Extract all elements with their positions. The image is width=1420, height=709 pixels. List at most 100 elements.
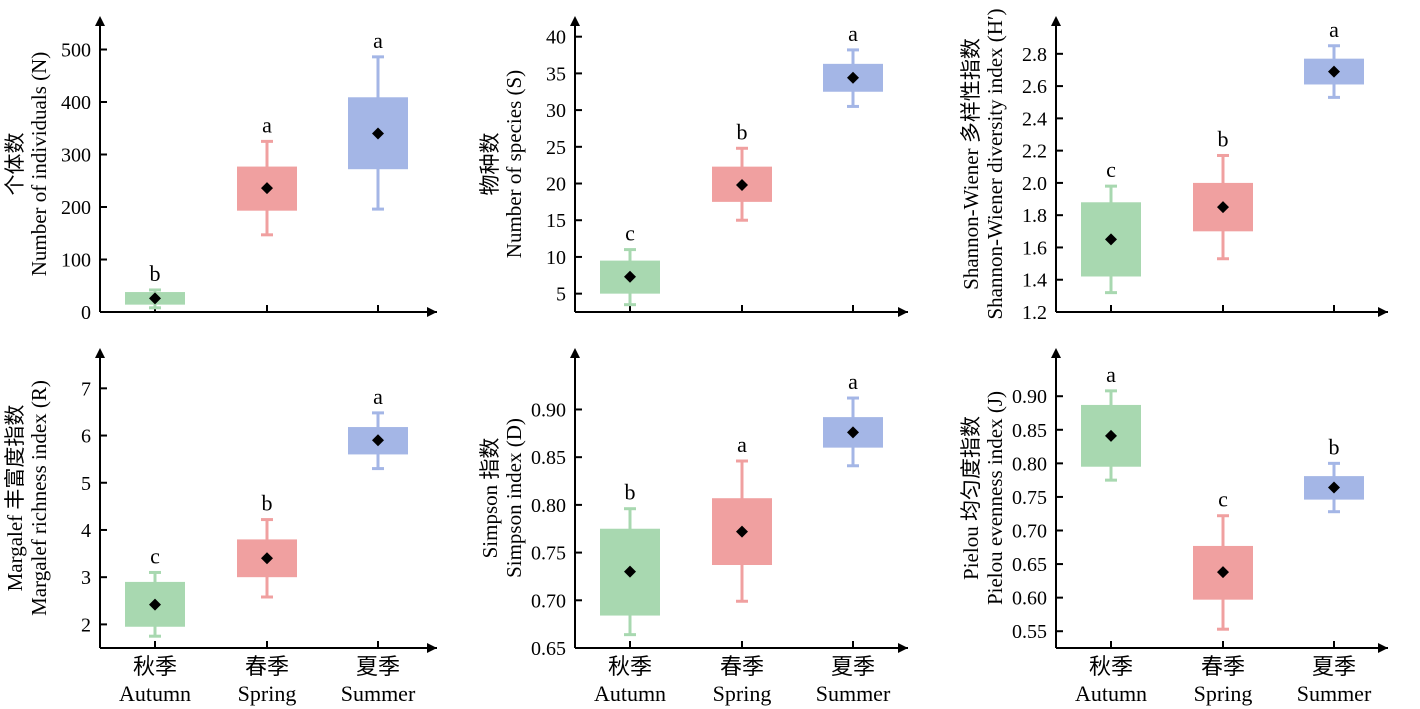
y-tick-label: 0.60: [1012, 588, 1047, 610]
y-tick-label: 1.8: [1022, 205, 1047, 227]
y-axis-arrow: [95, 16, 105, 26]
significance-letter: a: [373, 384, 383, 409]
y-tick-label: 0.85: [1012, 420, 1047, 442]
significance-letter: a: [1329, 17, 1339, 42]
mean-marker: [1328, 65, 1340, 78]
significance-letter: c: [1106, 157, 1116, 182]
y-axis-title-zh: Pielou 均匀度指数: [959, 416, 983, 580]
y-tick-label: 100: [61, 250, 91, 272]
box-spring: b: [237, 491, 297, 599]
box-autumn: c: [600, 221, 660, 307]
significance-letter: a: [262, 112, 272, 137]
significance-letter: a: [848, 369, 858, 394]
significance-letter: c: [625, 221, 635, 246]
box-summer: a: [1304, 17, 1364, 99]
box-autumn: c: [125, 543, 185, 638]
y-tick-label: 0.85: [531, 447, 566, 469]
y-tick-label: 0.90: [531, 399, 566, 421]
significance-letter: b: [625, 480, 636, 505]
y-axis-title-en: Pielou evenness index (J): [983, 391, 1007, 605]
mean-marker: [736, 525, 748, 538]
significance-letter: b: [737, 119, 748, 144]
y-tick-label: 500: [61, 40, 91, 62]
box-spring: a: [237, 112, 297, 237]
y-tick-label: 2.2: [1022, 141, 1047, 163]
y-axis-arrow: [570, 348, 580, 358]
significance-letter: a: [737, 432, 747, 457]
box-summer: a: [348, 384, 408, 471]
box-spring: b: [712, 119, 772, 222]
x-axis-arrow: [427, 643, 437, 653]
y-axis-title-zh: Simpson 指数: [478, 438, 502, 559]
category-label-en: Summer: [1297, 681, 1372, 706]
mean-marker: [1217, 566, 1229, 579]
y-axis-arrow: [1051, 348, 1061, 358]
y-tick-label: 0.70: [1012, 521, 1047, 543]
box-summer: a: [823, 369, 883, 468]
mean-marker: [149, 292, 161, 305]
y-tick-label: 0.80: [1012, 453, 1047, 475]
y-axis-title-en: Shannon-Wiener diversity index (H′): [983, 8, 1007, 319]
mean-marker: [736, 178, 748, 191]
y-axis-title-en: Number of species (S): [502, 70, 526, 258]
significance-letter: b: [262, 491, 273, 516]
significance-letter: c: [150, 543, 160, 568]
box-spring: c: [1193, 487, 1253, 631]
x-axis-arrow: [427, 307, 437, 317]
y-tick-label: 2.0: [1022, 173, 1047, 195]
y-tick-label: 10: [546, 247, 566, 269]
category-label-zh: 秋季: [608, 654, 652, 679]
mean-marker: [149, 598, 161, 611]
category-label-en: Autumn: [1075, 681, 1147, 706]
y-tick-label: 0.90: [1012, 386, 1047, 408]
x-axis-arrow: [1378, 307, 1388, 317]
mean-marker: [372, 434, 384, 447]
y-tick-label: 400: [61, 92, 91, 114]
box-summer: a: [348, 28, 408, 211]
significance-letter: b: [1218, 126, 1229, 151]
y-tick-label: 2.6: [1022, 76, 1047, 98]
category-label-zh: 夏季: [1312, 654, 1356, 679]
mean-marker: [624, 565, 636, 578]
category-label-en: Summer: [341, 681, 416, 706]
mean-marker: [1217, 201, 1229, 214]
y-axis-title-en: Margalef richness index (R): [27, 380, 51, 616]
y-tick-label: 20: [546, 174, 566, 196]
panel-5: 0.65 0.70 0.75 0.80 0.85 0.90 Simpson 指数 Simpso…: [478, 348, 908, 706]
y-tick-label: 5: [81, 473, 91, 495]
significance-letter: a: [1106, 362, 1116, 387]
mean-marker: [372, 127, 384, 140]
y-axis-title-zh: 个体数: [3, 133, 27, 196]
mean-marker: [1105, 233, 1117, 246]
box-summer: b: [1304, 434, 1364, 514]
panel-3: 1.2 1.4 1.6 1.8 2.0 2.2 2.4 2.6 2.8 Shannon-Wiene…: [959, 8, 1388, 324]
panel-2: 5 10 15 20 25 30 35 40 物种数 Number of species (S) c…: [478, 16, 908, 317]
mean-marker: [847, 71, 859, 84]
y-axis-title-zh: Shannon-Wiener 多样性指数: [959, 38, 983, 290]
y-tick-label: 0.65: [1012, 554, 1047, 576]
box-spring: a: [712, 432, 772, 603]
y-tick-label: 5: [556, 284, 566, 306]
significance-letter: c: [1218, 487, 1228, 512]
significance-letter: b: [1329, 434, 1340, 459]
y-tick-label: 0.65: [531, 638, 566, 660]
y-tick-label: 300: [61, 145, 91, 167]
mean-marker: [624, 270, 636, 283]
y-axis-title-en: Simpson index (D): [502, 418, 526, 578]
category-label-zh: 春季: [1201, 654, 1245, 679]
y-tick-label: 7: [81, 378, 91, 400]
box-autumn: a: [1081, 362, 1141, 482]
category-label-en: Spring: [1194, 681, 1253, 706]
category-label-en: Autumn: [594, 681, 666, 706]
box-summer: a: [823, 21, 883, 108]
y-tick-label: 1.2: [1022, 302, 1047, 324]
category-label-zh: 春季: [720, 654, 764, 679]
box-autumn: b: [125, 261, 185, 310]
x-axis-arrow: [898, 307, 908, 317]
y-axis-title-zh: Margalef 丰富度指数: [3, 405, 27, 592]
y-tick-label: 2.8: [1022, 44, 1047, 66]
panel-6: 0.55 0.60 0.65 0.70 0.75 0.80 0.85 0.90 Pielou 均…: [959, 348, 1388, 706]
category-label-zh: 秋季: [1089, 654, 1133, 679]
box-autumn: c: [1081, 157, 1141, 295]
